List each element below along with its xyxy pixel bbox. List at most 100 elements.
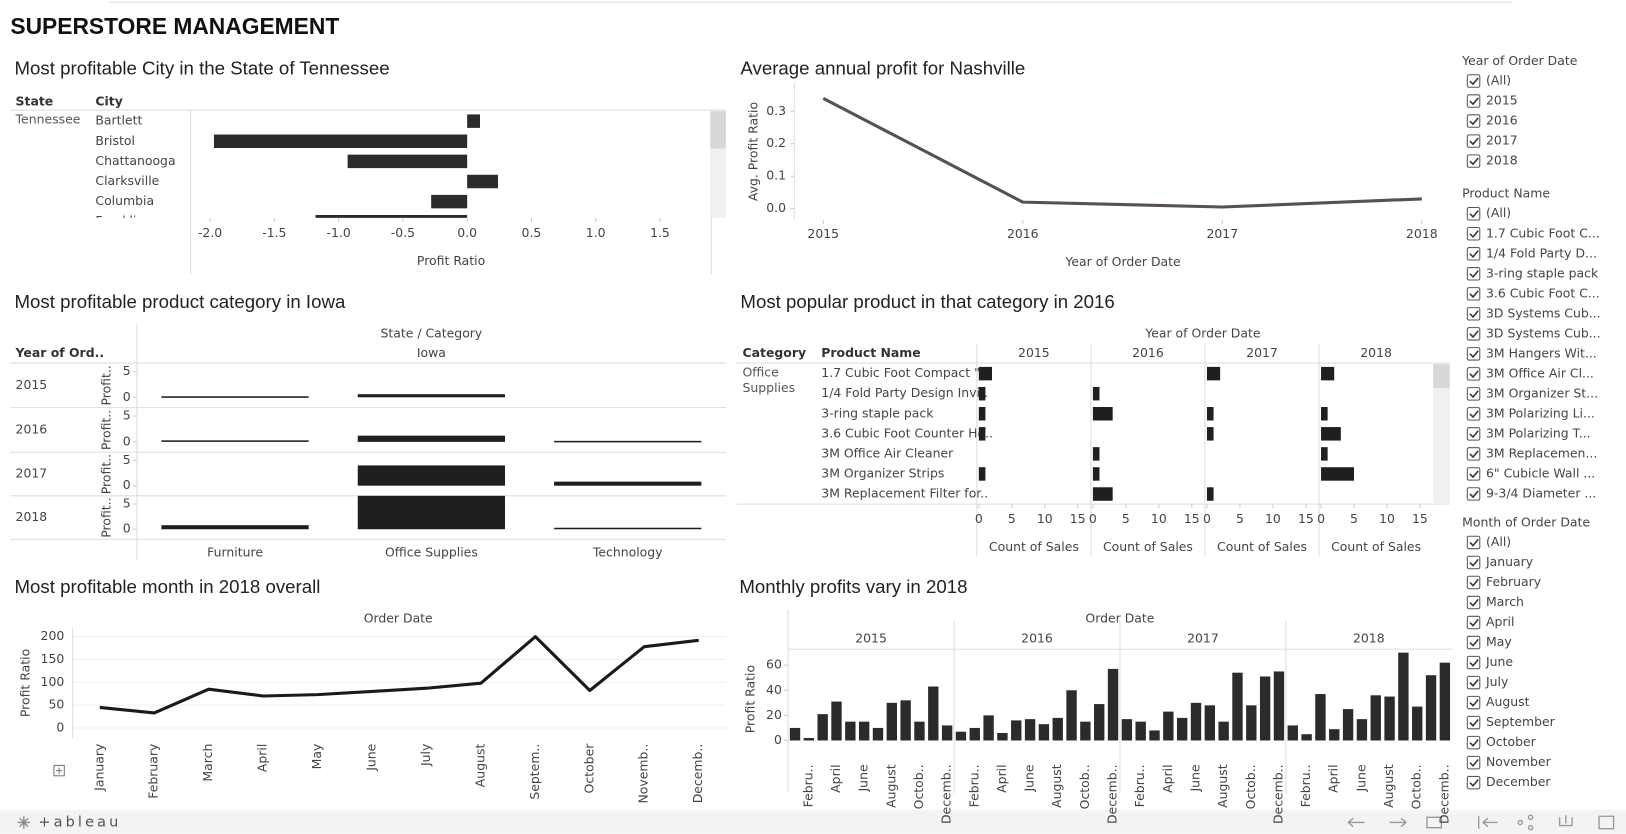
checkbox[interactable]	[1466, 367, 1481, 381]
checkbox[interactable]	[1466, 655, 1481, 670]
filter-item[interactable]: 3D Systems Cub...	[1486, 305, 1601, 320]
checkbox[interactable]	[1466, 287, 1481, 301]
checkbox[interactable]	[1466, 94, 1481, 108]
checkbox[interactable]	[1466, 735, 1481, 750]
checkmark[interactable]	[1469, 270, 1479, 279]
filter-item[interactable]: 3M Organizer St...	[1486, 385, 1598, 400]
checkbox[interactable]	[1466, 227, 1481, 241]
filter-item[interactable]: 3.6 Cubic Foot C...	[1486, 285, 1600, 300]
filter-item[interactable]: 3-ring staple pack	[1486, 265, 1599, 280]
filter-item[interactable]: (All)	[1486, 205, 1511, 220]
checkmark[interactable]	[1469, 430, 1479, 439]
filter-item[interactable]: May	[1486, 634, 1512, 649]
checkbox[interactable]	[1466, 715, 1481, 730]
checkmark[interactable]	[1469, 137, 1479, 146]
checkbox[interactable]	[1466, 595, 1481, 610]
scroll-thumb[interactable]	[710, 111, 726, 149]
filter-item[interactable]: (All)	[1486, 73, 1511, 88]
checkmark[interactable]	[1469, 698, 1479, 707]
filter-item[interactable]: January	[1485, 554, 1533, 569]
checkbox[interactable]	[1466, 555, 1481, 570]
filter-item[interactable]: December	[1486, 774, 1551, 789]
filter-item[interactable]: (All)	[1486, 534, 1511, 549]
filter-item[interactable]: 3M Office Air Cl...	[1486, 365, 1594, 380]
filter-item[interactable]: September	[1486, 714, 1556, 729]
scroll-thumb[interactable]	[1433, 364, 1450, 388]
filter-item[interactable]: April	[1486, 614, 1514, 629]
checkbox[interactable]	[1466, 487, 1481, 501]
checkbox[interactable]	[1466, 327, 1481, 341]
scrollbar[interactable]	[1433, 364, 1450, 505]
checkbox[interactable]	[1466, 347, 1481, 361]
filter-item[interactable]: 9-3/4 Diameter ...	[1486, 485, 1596, 500]
toolbar[interactable]	[1347, 814, 1615, 831]
checkmark[interactable]	[1469, 117, 1479, 126]
checkmark[interactable]	[1469, 490, 1479, 499]
filter-item[interactable]: 6" Cubicle Wall ...	[1486, 465, 1595, 480]
filter-item[interactable]: June	[1485, 654, 1513, 669]
filter-item[interactable]: 3D Systems Cub...	[1486, 325, 1601, 340]
filter-item[interactable]: 1.7 Cubic Foot C...	[1486, 225, 1600, 240]
filter-item[interactable]: 2017	[1486, 133, 1518, 148]
checkmark[interactable]	[1469, 230, 1479, 239]
checkbox[interactable]	[1466, 675, 1481, 690]
filter-item[interactable]: 3M Hangers Wit...	[1486, 345, 1597, 360]
checkmark[interactable]	[1469, 470, 1479, 479]
checkbox[interactable]	[1466, 575, 1481, 590]
checkmark[interactable]	[1469, 370, 1479, 379]
checkmark[interactable]	[1469, 450, 1479, 459]
checkbox[interactable]	[1466, 467, 1481, 481]
checkmark[interactable]	[1469, 779, 1479, 787]
checkmark[interactable]	[1469, 77, 1479, 86]
checkmark[interactable]	[1469, 759, 1479, 767]
checkbox[interactable]	[1466, 535, 1481, 550]
checkmark[interactable]	[1469, 410, 1479, 419]
checkbox[interactable]	[1466, 407, 1481, 421]
checkmark[interactable]	[1469, 310, 1479, 319]
checkbox[interactable]	[1466, 427, 1481, 441]
checkbox[interactable]	[1466, 267, 1481, 281]
checkbox[interactable]	[1466, 154, 1481, 168]
checkbox[interactable]	[1466, 615, 1481, 630]
filter-item[interactable]: 1/4 Fold Party D...	[1486, 245, 1597, 260]
checkbox[interactable]	[1466, 635, 1481, 650]
checkbox[interactable]	[1466, 74, 1481, 88]
filter-item[interactable]: 3M Replacemen...	[1486, 445, 1597, 460]
filter-item[interactable]: 2016	[1486, 113, 1518, 128]
checkmark[interactable]	[1469, 678, 1479, 687]
filter-item[interactable]: 3M Polarizing T...	[1486, 425, 1591, 440]
checkbox[interactable]	[1466, 207, 1481, 221]
checkbox[interactable]	[1466, 755, 1481, 770]
checkbox[interactable]	[1466, 307, 1481, 321]
checkmark[interactable]	[1469, 638, 1479, 647]
checkmark[interactable]	[1469, 157, 1479, 166]
checkbox[interactable]	[1466, 447, 1481, 461]
filter-item[interactable]: March	[1486, 594, 1524, 609]
checkmark[interactable]	[1469, 558, 1479, 567]
checkmark[interactable]	[1469, 658, 1479, 667]
checkmark[interactable]	[1469, 210, 1479, 219]
checkmark[interactable]	[1469, 538, 1479, 547]
checkmark[interactable]	[1469, 739, 1479, 747]
checkmark[interactable]	[1469, 618, 1479, 627]
checkbox[interactable]	[1466, 695, 1481, 710]
checkmark[interactable]	[1469, 97, 1479, 106]
checkmark[interactable]	[1469, 350, 1479, 359]
filter-item[interactable]: 2018	[1486, 153, 1518, 168]
checkbox[interactable]	[1466, 247, 1481, 261]
filter-item[interactable]: July	[1485, 674, 1508, 689]
checkbox[interactable]	[1466, 775, 1481, 790]
checkmark[interactable]	[1469, 598, 1479, 607]
checkmark[interactable]	[1469, 390, 1479, 399]
filter-item[interactable]: February	[1486, 574, 1541, 589]
checkbox[interactable]	[1466, 114, 1481, 128]
checkbox[interactable]	[1466, 387, 1481, 401]
filter-item[interactable]: August	[1486, 694, 1530, 709]
checkmark[interactable]	[1469, 290, 1479, 299]
checkmark[interactable]	[1469, 250, 1479, 259]
filter-item[interactable]: 2015	[1486, 93, 1518, 108]
checkbox[interactable]	[1466, 134, 1481, 148]
checkmark[interactable]	[1469, 718, 1479, 727]
expand-icon[interactable]	[53, 764, 65, 777]
filter-item[interactable]: November	[1486, 754, 1552, 769]
